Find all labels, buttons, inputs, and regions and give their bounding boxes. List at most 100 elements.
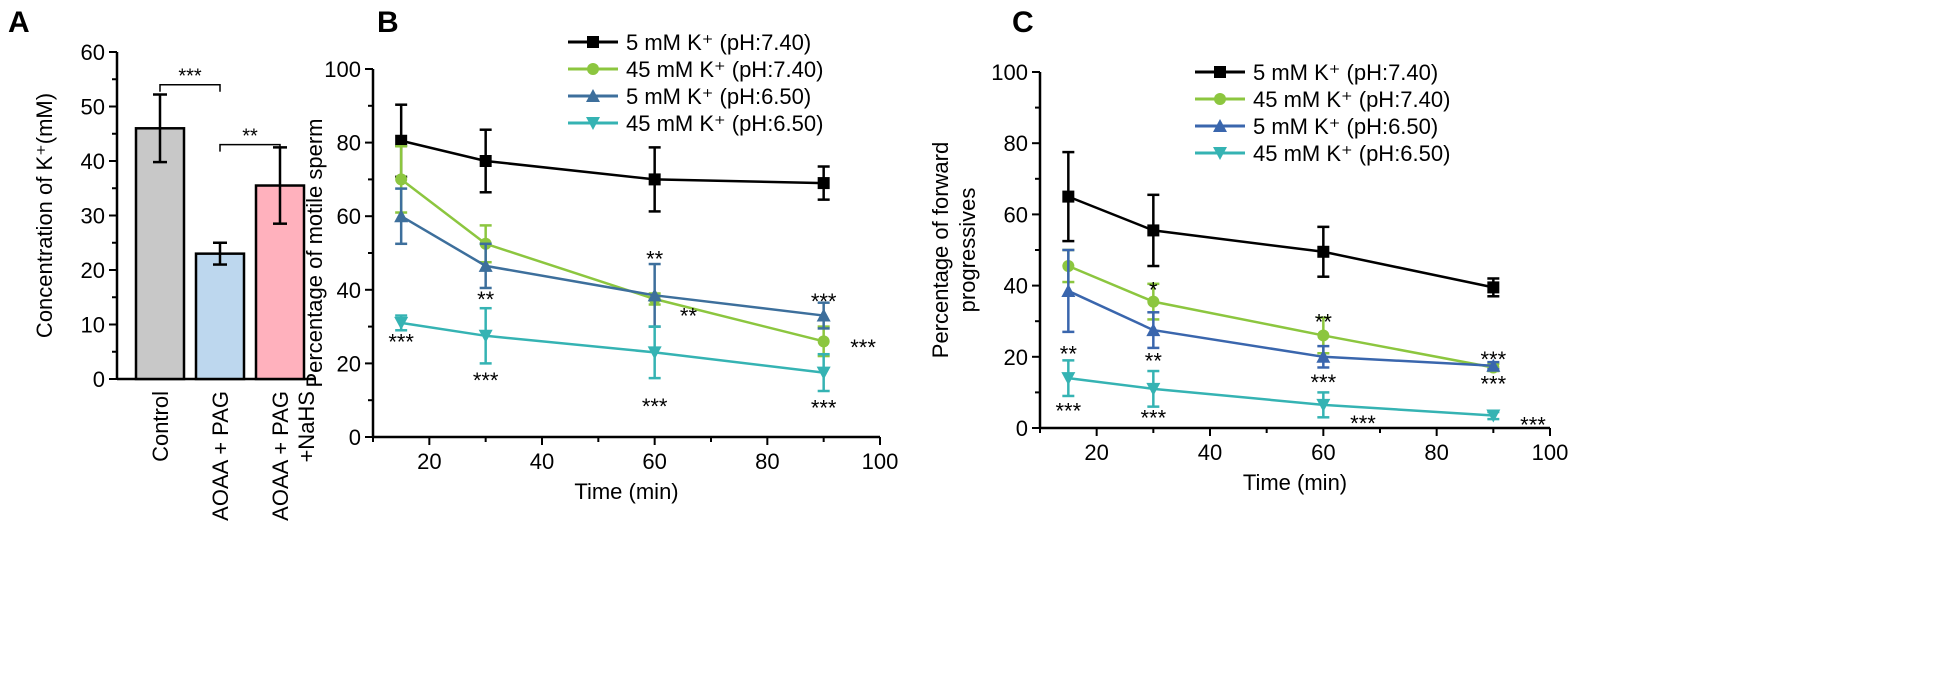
significance-label: * (1149, 277, 1158, 302)
x-axis-label: Time (min) (574, 479, 678, 504)
x-tick-label: 100 (862, 449, 899, 474)
series-line (1067, 289, 1494, 367)
series-line (1067, 195, 1494, 289)
legend-label: 5 mM K⁺ (pH:6.50) (626, 84, 811, 109)
marker-triangle-down (1316, 398, 1331, 412)
bar (134, 127, 186, 381)
y-tick-label: 100 (991, 60, 1028, 85)
significance-label: *** (811, 289, 837, 314)
significance-label: *** (1055, 398, 1081, 423)
bar (194, 252, 246, 381)
significance-label: ** (242, 126, 258, 148)
x-tick-label: 80 (1424, 440, 1448, 465)
marker-triangle-down (816, 366, 831, 380)
y-tick-label: 80 (337, 131, 361, 156)
significance-label: *** (178, 66, 202, 88)
legend-label: 5 mM K⁺ (pH:6.50) (1253, 114, 1438, 139)
marker-circle (1147, 295, 1160, 308)
x-axis-label: Time (min) (1243, 470, 1347, 495)
marker-triangle-down (1061, 372, 1076, 386)
series-line (1067, 264, 1494, 369)
panel-letter-a: A (8, 6, 30, 39)
significance-label: *** (1310, 370, 1336, 395)
y-tick-label: 40 (337, 278, 361, 303)
y-tick-label: 20 (81, 258, 105, 283)
marker-triangle-down (586, 117, 600, 130)
marker-triangle-up (816, 308, 831, 322)
y-axis-label: Concentration of K⁺(mM) (32, 93, 57, 338)
category-label: AOAA + PAG (208, 391, 233, 521)
marker-square (587, 36, 599, 48)
significance-label: *** (1480, 347, 1506, 372)
y-tick-label: 20 (337, 351, 361, 376)
significance-label: ** (477, 287, 495, 312)
panel-letter-c: C (1012, 6, 1034, 39)
marker-square (1214, 66, 1226, 78)
x-tick-label: 20 (1084, 440, 1108, 465)
significance-label: ** (680, 304, 698, 329)
marker-circle (1317, 329, 1330, 342)
marker-square (395, 134, 408, 147)
marker-triangle-up (1316, 349, 1331, 363)
legend-label: 45 mM K⁺ (pH:6.50) (1253, 141, 1450, 166)
significance-label: *** (388, 329, 414, 354)
marker-triangle-up (478, 258, 493, 272)
marker-square (479, 155, 492, 167)
y-tick-label: 60 (337, 204, 361, 229)
marker-triangle-up (1213, 119, 1227, 132)
y-tick-label: 50 (81, 95, 105, 120)
significance-label: *** (473, 368, 499, 393)
marker-triangle-down (1146, 382, 1161, 396)
y-tick-label: 20 (1004, 345, 1028, 370)
marker-triangle-down (394, 316, 409, 330)
panel-letter-b: B (377, 6, 399, 39)
significance-label: ** (646, 247, 664, 272)
marker-circle (587, 63, 599, 75)
marker-square (1317, 245, 1330, 258)
y-tick-label: 0 (1016, 416, 1028, 441)
significance-bracket (159, 83, 221, 92)
marker-square (817, 177, 830, 190)
legend-label: 45 mM K⁺ (pH:7.40) (626, 57, 823, 82)
series-line (400, 178, 824, 343)
x-tick-label: 40 (1198, 440, 1222, 465)
legend-label: 45 mM K⁺ (pH:6.50) (626, 111, 823, 136)
category-label: Control (148, 391, 173, 462)
series-2 (394, 187, 831, 330)
series-line (1068, 376, 1494, 417)
marker-triangle-up (1146, 323, 1161, 337)
marker-triangle-up (1486, 358, 1501, 372)
x-tick-label: 100 (1532, 440, 1569, 465)
y-tick-label: 60 (81, 40, 105, 65)
legend-label: 5 mM K⁺ (pH:7.40) (626, 30, 811, 55)
series-line (400, 139, 824, 185)
significance-label: *** (1520, 413, 1546, 438)
marker-circle (1214, 93, 1226, 105)
significance-label: ** (1060, 341, 1078, 366)
significance-bracket (219, 143, 281, 152)
x-tick-label: 60 (1311, 440, 1335, 465)
marker-triangle-up (394, 209, 409, 223)
marker-square (1487, 281, 1500, 294)
y-tick-label: 0 (93, 367, 105, 392)
legend-label: 5 mM K⁺ (pH:7.40) (1253, 60, 1438, 85)
marker-triangle-down (1486, 409, 1501, 423)
marker-triangle-down (647, 346, 662, 360)
marker-square (648, 173, 661, 186)
significance-label: *** (850, 335, 876, 360)
marker-triangle-up (586, 89, 600, 102)
series-0 (1062, 150, 1500, 298)
y-tick-label: 0 (349, 425, 361, 450)
y-tick-label: 60 (1004, 202, 1028, 227)
marker-triangle-down (478, 329, 493, 343)
legend-label: 45 mM K⁺ (pH:7.40) (1253, 87, 1450, 112)
significance-label: *** (811, 396, 837, 421)
y-axis-label: Percentage of forward (928, 142, 953, 358)
y-axis-label: Percentage of motile sperm (302, 118, 327, 387)
series-line (400, 215, 824, 317)
series-2 (1061, 248, 1501, 372)
significance-label: *** (642, 394, 668, 419)
marker-triangle-down (1213, 147, 1227, 160)
y-axis-label: progressives (955, 188, 980, 313)
